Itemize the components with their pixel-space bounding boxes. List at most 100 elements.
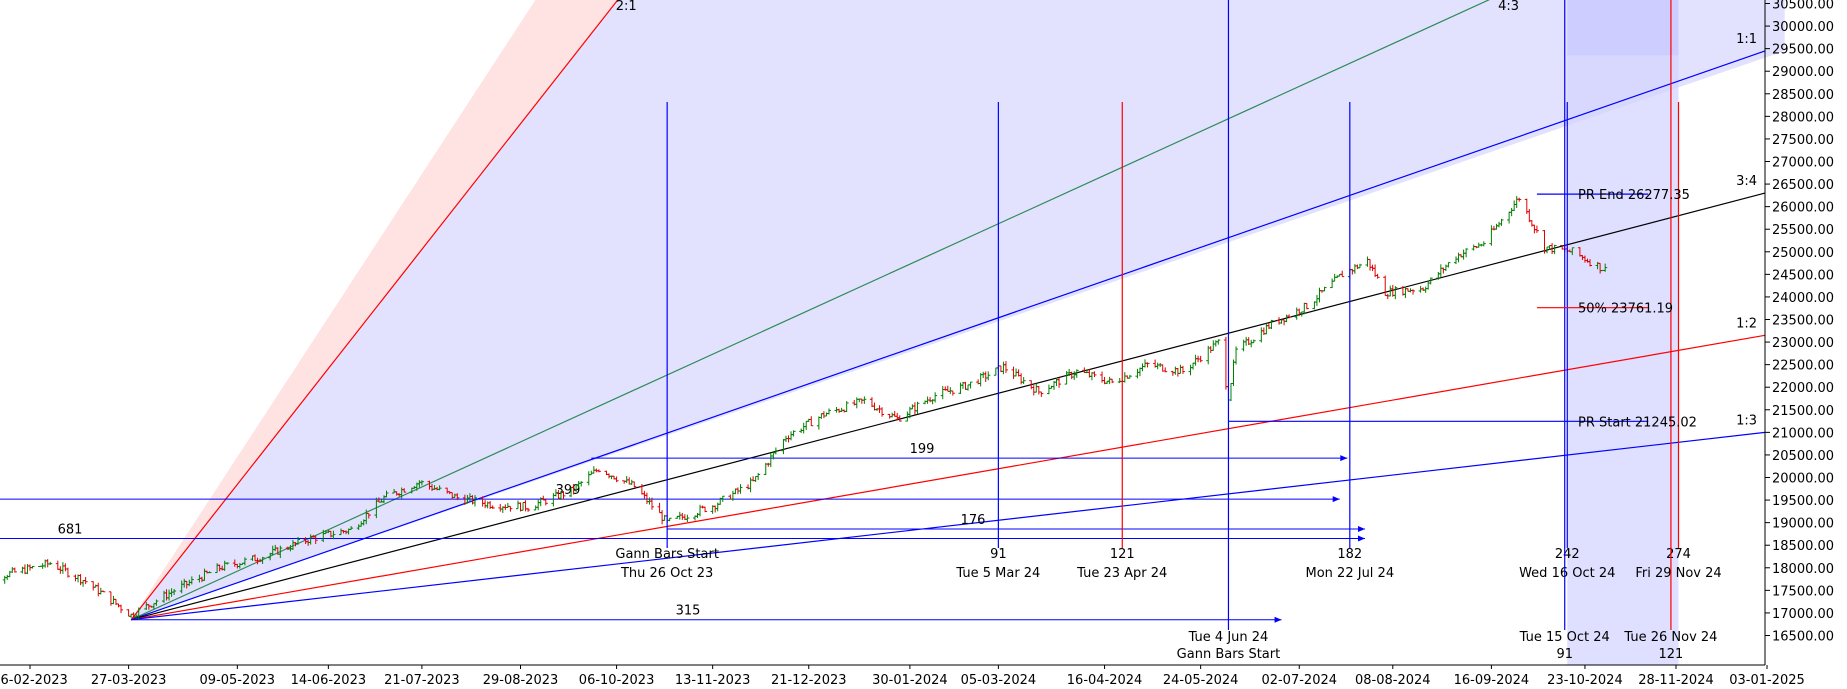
price-bar-up bbox=[586, 471, 591, 486]
date-tick-label: 03-01-2025 bbox=[1729, 673, 1805, 688]
price-bar-down bbox=[644, 492, 649, 504]
price-bar-up bbox=[189, 576, 194, 585]
price-bar-up bbox=[1507, 211, 1512, 224]
price-tick-label: 19000.00 bbox=[1772, 517, 1834, 532]
price-bar-down bbox=[1110, 378, 1115, 384]
price-bar-up bbox=[384, 490, 389, 498]
price-bar-up bbox=[804, 420, 809, 430]
price-bar-up bbox=[1251, 339, 1256, 344]
price-bar-down bbox=[1057, 377, 1062, 388]
price-bar-down bbox=[632, 481, 637, 488]
price-bar-down bbox=[366, 512, 371, 519]
price-bar-up bbox=[1489, 225, 1494, 246]
price-bar-down bbox=[614, 476, 619, 483]
range-label-end: PR End 26277.35 bbox=[1578, 188, 1690, 203]
price-bar-down bbox=[1145, 362, 1150, 368]
price-bar-down bbox=[126, 609, 131, 617]
price-bar-up bbox=[738, 484, 743, 494]
price-bar-up bbox=[505, 502, 510, 509]
horizontal-counts: 681 399 199 176 315 bbox=[0, 442, 1365, 623]
price-tick-label: 30000.00 bbox=[1772, 20, 1834, 35]
time-marker-date-5: Fri 29 Nov 24 bbox=[1635, 566, 1721, 581]
price-bar-up bbox=[536, 499, 541, 511]
price-bar-down bbox=[78, 574, 83, 586]
fan-label-4-3: 4:3 bbox=[1498, 0, 1519, 14]
price-bar-down bbox=[660, 510, 665, 525]
price-bar-up bbox=[933, 392, 938, 403]
price-bar-up bbox=[1499, 218, 1504, 226]
price-bar-up bbox=[1178, 364, 1183, 374]
price-bar-up bbox=[1494, 223, 1499, 230]
time-marker-count-5: 274 bbox=[1666, 547, 1691, 562]
count-label-176: 176 bbox=[961, 513, 986, 528]
price-bar-up bbox=[472, 495, 477, 507]
price-bar-up bbox=[1314, 294, 1319, 306]
price-bar-up bbox=[781, 439, 786, 455]
date-tick-label: 06-10-2023 bbox=[579, 673, 655, 688]
price-bar-down bbox=[101, 590, 106, 593]
range-label-mid: 50% 23761.19 bbox=[1578, 302, 1673, 317]
price-bar-up bbox=[278, 545, 283, 559]
count-arrow-315 bbox=[1274, 616, 1282, 623]
price-bar-down bbox=[596, 469, 601, 473]
time-marker-count-4: 242 bbox=[1555, 547, 1580, 562]
price-bar-down bbox=[1223, 336, 1228, 390]
price-tick-label: 25000.00 bbox=[1772, 246, 1834, 261]
price-bar-up bbox=[968, 381, 973, 389]
fan-line-4-3 bbox=[130, 0, 1490, 621]
price-bar-up bbox=[1393, 286, 1398, 300]
price-bar-down bbox=[1036, 386, 1041, 395]
price-tick-label: 26000.00 bbox=[1772, 201, 1834, 216]
price-tick-label: 27500.00 bbox=[1772, 133, 1834, 148]
price-bar-down bbox=[1208, 346, 1213, 354]
count-label-199: 199 bbox=[910, 442, 935, 457]
price-bar-down bbox=[73, 574, 78, 582]
price-bar-up bbox=[225, 562, 230, 565]
price-bar-up bbox=[940, 386, 945, 400]
price-bar-down bbox=[1282, 319, 1287, 326]
price-bar-up bbox=[419, 480, 424, 486]
price-bar-down bbox=[91, 581, 96, 591]
price-bar-up bbox=[1269, 319, 1274, 330]
price-bar-up bbox=[60, 562, 65, 574]
fan-line-3-4 bbox=[130, 192, 1766, 621]
price-bar-down bbox=[1375, 273, 1380, 279]
price-tick-label: 22000.00 bbox=[1772, 381, 1834, 396]
date-tick-label: 30-01-2024 bbox=[872, 673, 948, 688]
price-bar-down bbox=[880, 407, 885, 417]
price-bar-up bbox=[1279, 319, 1284, 324]
fan-line-1-1 bbox=[130, 50, 1766, 621]
price-bar-down bbox=[1277, 317, 1282, 325]
price-bar-up bbox=[966, 384, 971, 391]
price-bar-up bbox=[958, 382, 963, 395]
price-tick-label: 19500.00 bbox=[1772, 494, 1834, 509]
price-tick-label: 24000.00 bbox=[1772, 291, 1834, 306]
price-bar-down bbox=[55, 560, 60, 570]
price-bar-up bbox=[1122, 372, 1127, 383]
date-tick-label: 08-08-2024 bbox=[1355, 673, 1431, 688]
price-bar-up bbox=[1509, 208, 1514, 217]
gann-fan: 2:1 4:3 1:1 3:4 1:2 1:3 bbox=[130, 0, 1766, 621]
fan-label-2-1: 2:1 bbox=[616, 0, 637, 14]
price-bar-up bbox=[677, 511, 682, 520]
count-arrow-681 bbox=[1357, 535, 1365, 542]
count-arrow-399 bbox=[1332, 496, 1340, 503]
price-bar-up bbox=[1231, 359, 1236, 386]
price-bar-down bbox=[869, 397, 874, 408]
price-bar-down bbox=[1304, 302, 1309, 310]
price-bar-down bbox=[1198, 355, 1203, 363]
count-label-315: 315 bbox=[676, 604, 701, 619]
price-bar-up bbox=[1512, 200, 1517, 212]
price-bar-down bbox=[945, 385, 950, 392]
price-tick-label: 29500.00 bbox=[1772, 43, 1834, 58]
count-arrow-199 bbox=[1340, 455, 1348, 462]
price-bar-up bbox=[1365, 256, 1370, 267]
price-bar-down bbox=[1003, 361, 1008, 373]
price-tick-label: 23000.00 bbox=[1772, 336, 1834, 351]
date-tick-label: 24-05-2024 bbox=[1163, 673, 1239, 688]
price-tick-label: 28000.00 bbox=[1772, 110, 1834, 125]
price-bar-up bbox=[10, 567, 15, 573]
price-bar-up bbox=[1446, 262, 1451, 268]
price-bar-up bbox=[1317, 287, 1322, 303]
